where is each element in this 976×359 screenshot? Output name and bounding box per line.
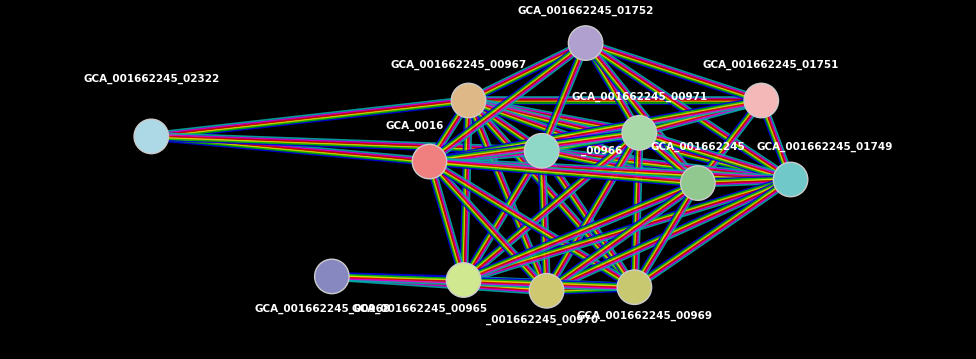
Text: GCA_001662245_02322: GCA_001662245_02322 — [83, 74, 220, 84]
Ellipse shape — [529, 274, 564, 308]
Ellipse shape — [451, 83, 486, 118]
Text: _001662245_00970: _001662245_00970 — [486, 314, 597, 325]
Ellipse shape — [568, 26, 603, 60]
Ellipse shape — [314, 259, 349, 294]
Text: GCA_001662245_00967: GCA_001662245_00967 — [390, 60, 527, 70]
Ellipse shape — [680, 166, 715, 200]
Text: GCA_001662245_01751: GCA_001662245_01751 — [703, 60, 839, 70]
Text: GCA_001662245: GCA_001662245 — [650, 142, 746, 152]
Ellipse shape — [446, 263, 481, 297]
Text: GCA_001662245_01749: GCA_001662245_01749 — [756, 142, 893, 152]
Text: GCA_0016: GCA_0016 — [386, 121, 444, 131]
Ellipse shape — [412, 144, 447, 179]
Ellipse shape — [524, 134, 559, 168]
Ellipse shape — [134, 119, 169, 154]
Text: _00966: _00966 — [581, 146, 622, 156]
Text: GCA_001662245_00969: GCA_001662245_00969 — [576, 311, 712, 321]
Ellipse shape — [622, 116, 657, 150]
Text: GCA_001662245_00968: GCA_001662245_00968 — [254, 304, 390, 314]
Ellipse shape — [773, 162, 808, 197]
Ellipse shape — [744, 83, 779, 118]
Text: GCA_001662245_00965: GCA_001662245_00965 — [351, 304, 488, 314]
Text: GCA_001662245_01752: GCA_001662245_01752 — [517, 6, 654, 16]
Text: GCA_001662245_00971: GCA_001662245_00971 — [571, 92, 708, 102]
Ellipse shape — [617, 270, 652, 304]
